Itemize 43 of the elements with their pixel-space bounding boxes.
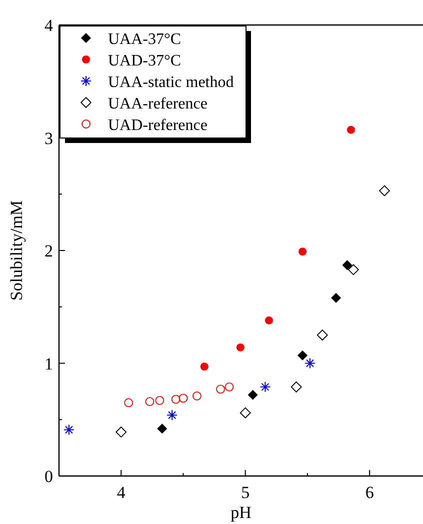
y-tick-label: 2 xyxy=(44,242,53,260)
point xyxy=(124,398,134,408)
point xyxy=(316,330,328,341)
point xyxy=(157,424,168,434)
point xyxy=(155,396,164,405)
point xyxy=(63,424,74,436)
point xyxy=(298,248,306,256)
point xyxy=(297,350,308,360)
y-tick-label: 3 xyxy=(44,128,53,148)
point xyxy=(166,410,178,421)
point xyxy=(236,343,244,352)
x-axis-title: pH xyxy=(230,503,252,522)
legend-label: UAD-37°C xyxy=(108,52,182,70)
point xyxy=(145,397,154,406)
point xyxy=(290,381,302,392)
x-tick-label: 6 xyxy=(365,483,374,502)
x-tick-label: 5 xyxy=(241,483,250,502)
y-tick-label: 0 xyxy=(44,467,53,486)
legend-label: UAD-reference xyxy=(108,117,208,134)
point xyxy=(224,382,234,392)
point xyxy=(116,426,127,438)
point xyxy=(248,390,258,400)
point xyxy=(379,185,390,196)
legend-label: UAA-static method xyxy=(108,74,234,91)
point xyxy=(192,392,202,400)
point xyxy=(346,126,355,134)
point xyxy=(348,264,359,276)
point xyxy=(260,381,271,392)
legend-label: UAA-reference xyxy=(108,96,208,112)
point xyxy=(304,358,316,369)
point xyxy=(240,407,251,418)
y-tick-label: 1 xyxy=(44,354,53,374)
legend-label: UAA-37°C xyxy=(108,31,182,48)
y-axis-title: Solubility/mM xyxy=(7,200,26,301)
point xyxy=(216,384,225,394)
point xyxy=(178,394,188,403)
point xyxy=(200,362,208,371)
point xyxy=(171,394,180,404)
y-tick-label: 4 xyxy=(44,16,54,35)
point xyxy=(331,292,342,303)
x-tick-label: 4 xyxy=(116,483,126,502)
point xyxy=(342,260,352,270)
point xyxy=(264,316,273,324)
